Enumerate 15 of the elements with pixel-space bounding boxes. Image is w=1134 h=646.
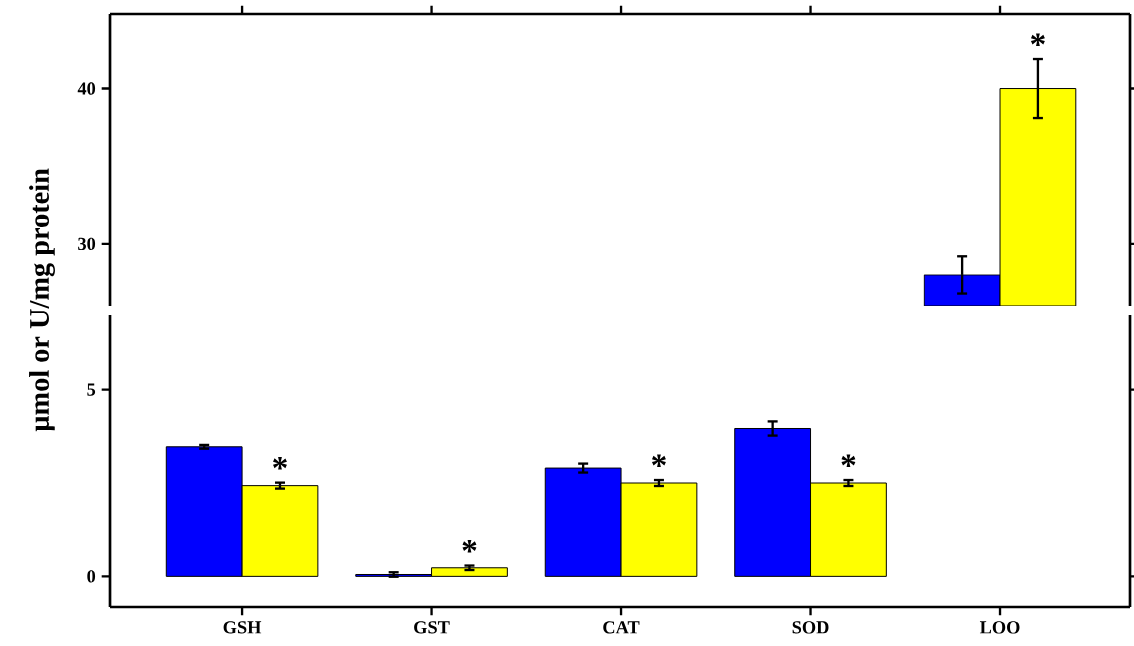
y-tick-label: 5 — [87, 383, 96, 396]
annotation: * — [1030, 33, 1045, 46]
y-tick-label: 0 — [87, 570, 96, 583]
annotation: * — [462, 539, 477, 553]
x-tick-label: GSH — [223, 621, 262, 634]
x-tick-label: SOD — [792, 621, 829, 634]
x-tick-label: GST — [414, 621, 450, 634]
annotation: * — [273, 456, 287, 470]
y-tick-label: 30 — [78, 237, 96, 251]
y-tick-label: 40 — [77, 82, 96, 95]
annotation: * — [652, 454, 666, 467]
annotation: * — [841, 454, 856, 467]
x-tick-label: LOO — [979, 621, 1020, 634]
y-axis-title: µmol or U/mg protein — [29, 168, 55, 432]
x-tick-label: CAT — [603, 621, 640, 634]
